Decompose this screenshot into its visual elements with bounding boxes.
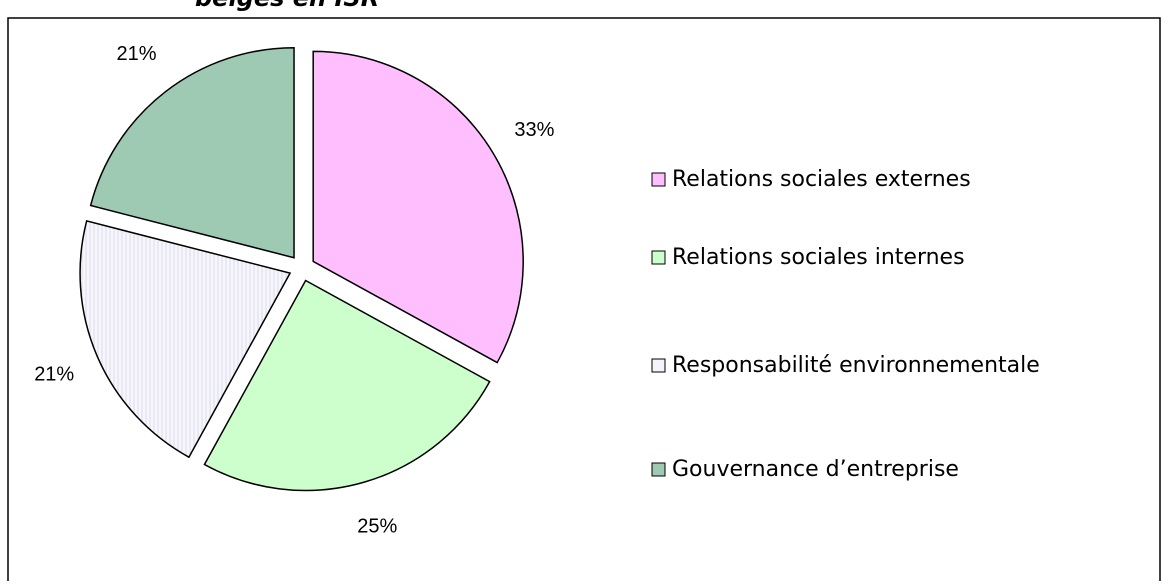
legend-swatch	[651, 172, 666, 187]
pie-slice	[79, 220, 292, 459]
data-label: 21%	[116, 43, 156, 65]
legend-swatch	[651, 462, 666, 477]
chart-title: belges en ISR	[195, 0, 379, 12]
legend-label: Relations sociales internes	[672, 245, 965, 270]
data-label: 25%	[357, 516, 397, 538]
legend-label: Relations sociales externes	[672, 167, 971, 192]
legend-swatch	[651, 358, 666, 373]
pie-slice	[89, 46, 295, 259]
pie-slice	[312, 50, 524, 364]
pie-slice	[203, 279, 491, 492]
legend-label: Gouvernance d’entreprise	[672, 457, 959, 482]
data-label: 33%	[514, 119, 554, 141]
data-label: 21%	[34, 364, 74, 386]
legend-swatch	[651, 250, 666, 265]
legend-label: Responsabilité environnementale	[672, 353, 1040, 378]
